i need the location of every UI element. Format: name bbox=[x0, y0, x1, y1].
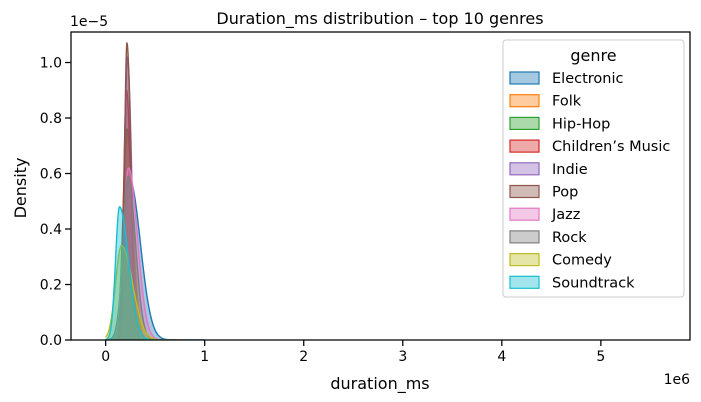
legend-label-jazz: Jazz bbox=[551, 207, 580, 223]
chart-title: Duration_ms distribution – top 10 genres bbox=[216, 9, 543, 29]
legend-label-indie: Indie bbox=[552, 162, 588, 178]
x-tick-label: 2 bbox=[299, 349, 308, 365]
y-tick-label: 0.2 bbox=[40, 278, 62, 294]
density-line-rock bbox=[110, 175, 175, 340]
density-area-electronic bbox=[105, 179, 205, 340]
density-area-indie bbox=[116, 57, 166, 340]
legend-swatch-children-s-music bbox=[509, 139, 540, 153]
density-area-folk bbox=[113, 134, 175, 340]
legend: genre Electronic Folk Hip-Hop Children’s Mus… bbox=[502, 39, 685, 298]
legend-swatch-indie bbox=[509, 162, 540, 176]
legend-swatch-jazz bbox=[509, 207, 540, 221]
legend-label-folk: Folk bbox=[552, 94, 582, 110]
plot-area bbox=[105, 41, 205, 340]
legend-swatch-electronic bbox=[509, 71, 540, 85]
x-axis-label: duration_ms bbox=[330, 374, 429, 394]
y-tick-label: 1.0 bbox=[40, 56, 62, 72]
density-area-comedy bbox=[105, 245, 180, 340]
legend-swatch-pop bbox=[509, 184, 540, 199]
axes-frame bbox=[70, 31, 691, 341]
legend-swatch-rock bbox=[509, 230, 540, 244]
x-tick-label: 3 bbox=[398, 349, 407, 365]
y-tick-label: 0.0 bbox=[40, 333, 62, 349]
density-area-rock bbox=[110, 176, 175, 340]
legend-title: genre bbox=[570, 46, 616, 65]
legend-label-rock: Rock bbox=[552, 230, 587, 246]
x-tick-label: 5 bbox=[596, 349, 605, 365]
legend-label-pop: Pop bbox=[552, 185, 578, 201]
axes: 0 1 2 3 4 5 0.0 0.2 0.4 0.6 0.8 1.0 bbox=[40, 31, 691, 365]
legend-label-electronic: Electronic bbox=[552, 71, 624, 87]
density-line-soundtrack bbox=[105, 206, 175, 340]
legend-swatch-soundtrack bbox=[509, 275, 540, 289]
legend-label-hip-hop: Hip-Hop bbox=[552, 116, 610, 132]
y-axis-label: Density bbox=[11, 158, 30, 219]
legend-swatch-folk bbox=[509, 94, 540, 108]
x-tick-label: 0 bbox=[101, 349, 110, 365]
legend-label-soundtrack: Soundtrack bbox=[552, 275, 635, 291]
x-axis-offset-label: 1e6 bbox=[664, 372, 691, 388]
legend-swatch-comedy bbox=[509, 253, 540, 267]
y-tick-label: 0.6 bbox=[40, 167, 62, 183]
density-area-children-s-music bbox=[115, 90, 166, 340]
density-area-jazz bbox=[108, 168, 185, 340]
y-axis-offset-label: 1e−5 bbox=[70, 14, 108, 30]
legend-swatch-hip-hop bbox=[509, 116, 540, 131]
density-area-soundtrack bbox=[105, 206, 175, 340]
x-tick-label: 4 bbox=[497, 349, 506, 365]
legend-label-comedy: Comedy bbox=[552, 253, 612, 269]
y-tick-label: 0.4 bbox=[40, 222, 62, 238]
y-tick-label: 0.8 bbox=[40, 111, 62, 127]
density-area-pop bbox=[117, 43, 161, 340]
legend-frame bbox=[502, 39, 685, 298]
legend-label-children-s-music: Children’s Music bbox=[552, 139, 670, 155]
density-line-pop bbox=[116, 41, 161, 340]
x-tick-label: 1 bbox=[200, 349, 209, 365]
